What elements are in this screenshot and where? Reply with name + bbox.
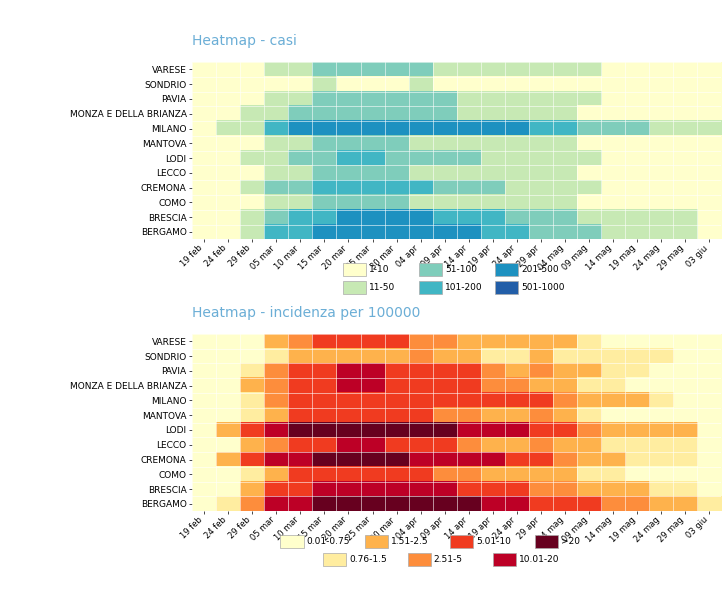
Text: 2.51-5: 2.51-5 bbox=[434, 554, 463, 564]
Text: 101-200: 101-200 bbox=[445, 282, 483, 292]
Text: Heatmap - incidenza per 100000: Heatmap - incidenza per 100000 bbox=[191, 306, 420, 320]
Text: 51-100: 51-100 bbox=[445, 265, 477, 274]
Text: 501-1000: 501-1000 bbox=[521, 282, 565, 292]
Text: 1-10: 1-10 bbox=[369, 265, 389, 274]
Text: 0.01-0.75: 0.01-0.75 bbox=[307, 537, 350, 546]
Text: >20: >20 bbox=[561, 537, 580, 546]
Text: 1.51-2.5: 1.51-2.5 bbox=[392, 537, 429, 546]
Text: 10.01-20: 10.01-20 bbox=[518, 554, 559, 564]
Text: 0.76-1.5: 0.76-1.5 bbox=[349, 554, 386, 564]
Text: 201-500: 201-500 bbox=[521, 265, 559, 274]
Text: Heatmap - casi: Heatmap - casi bbox=[191, 34, 297, 48]
Text: 11-50: 11-50 bbox=[369, 282, 395, 292]
Text: 5.01-10: 5.01-10 bbox=[476, 537, 511, 546]
